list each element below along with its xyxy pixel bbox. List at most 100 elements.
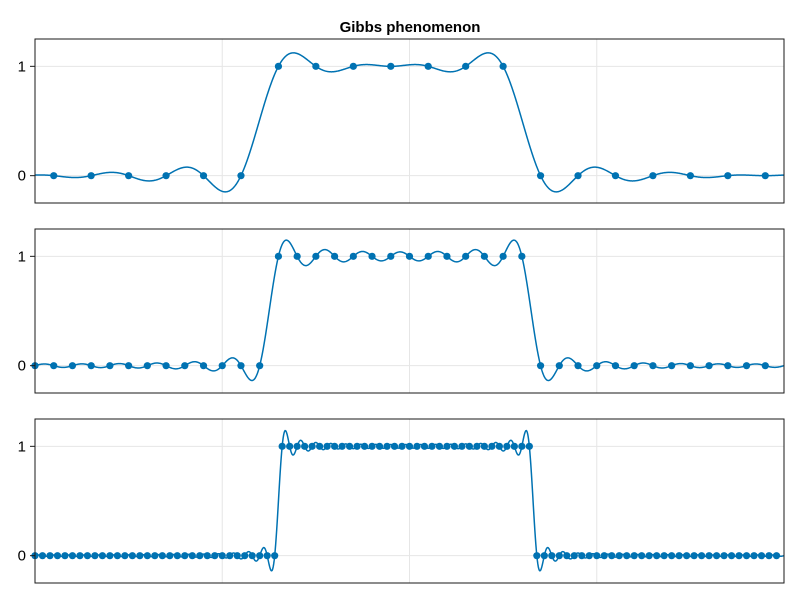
sample-point bbox=[368, 252, 376, 260]
sample-point bbox=[548, 552, 556, 560]
sample-point bbox=[611, 362, 620, 370]
sample-point bbox=[360, 442, 369, 450]
sample-point bbox=[668, 362, 676, 370]
sample-point bbox=[271, 552, 279, 560]
sample-point bbox=[712, 552, 721, 560]
sample-point bbox=[203, 552, 211, 560]
sample-point bbox=[720, 552, 728, 560]
sample-point bbox=[199, 362, 208, 370]
sample-point bbox=[518, 442, 526, 450]
sample-point bbox=[383, 442, 391, 450]
sample-point bbox=[398, 442, 406, 450]
axes-frame bbox=[34, 228, 785, 394]
sample-point bbox=[424, 252, 432, 260]
subplot-1: 01 bbox=[18, 38, 785, 204]
sample-point bbox=[151, 552, 159, 560]
sample-point bbox=[50, 362, 58, 370]
sample-point bbox=[293, 442, 301, 450]
figure-title: Gibbs phenomenon bbox=[340, 19, 481, 36]
sample-point bbox=[428, 442, 436, 450]
sample-point bbox=[563, 552, 571, 560]
sample-point bbox=[162, 172, 170, 180]
sample-point bbox=[323, 442, 331, 450]
sample-point bbox=[611, 172, 620, 180]
sample-point bbox=[480, 252, 488, 260]
sample-point bbox=[705, 362, 713, 370]
sample-point bbox=[125, 362, 133, 370]
sample-point bbox=[316, 442, 324, 450]
sample-point bbox=[690, 552, 698, 560]
sample-point bbox=[536, 172, 545, 180]
sample-point bbox=[443, 442, 451, 450]
sample-point bbox=[368, 442, 376, 450]
sample-point bbox=[353, 442, 361, 450]
sample-point bbox=[286, 442, 294, 450]
sample-point bbox=[473, 442, 481, 450]
sample-point bbox=[757, 552, 766, 560]
sample-point bbox=[301, 442, 309, 450]
sample-point bbox=[218, 552, 226, 560]
sample-point bbox=[211, 552, 219, 560]
sample-point bbox=[50, 172, 58, 180]
sample-point bbox=[668, 552, 676, 560]
sample-point bbox=[499, 252, 507, 260]
y-tick-label: 0 bbox=[18, 168, 26, 185]
subplot-2: 01 bbox=[18, 228, 785, 394]
sample-point bbox=[61, 552, 69, 560]
sample-point bbox=[420, 442, 429, 450]
sample-point bbox=[503, 442, 511, 450]
sample-point bbox=[499, 62, 507, 70]
sample-point bbox=[649, 362, 657, 370]
sample-point bbox=[196, 552, 204, 560]
sample-point bbox=[660, 552, 668, 560]
sample-point bbox=[263, 552, 271, 560]
sample-point bbox=[312, 252, 320, 260]
sample-point bbox=[765, 552, 773, 560]
axes-frame bbox=[34, 38, 785, 204]
sample-point bbox=[349, 62, 357, 70]
sample-point bbox=[578, 552, 586, 560]
sample-point bbox=[162, 362, 170, 370]
sample-point bbox=[173, 552, 181, 560]
sample-point bbox=[98, 552, 107, 560]
sample-point bbox=[256, 362, 264, 370]
sample-point bbox=[46, 552, 54, 560]
sample-point bbox=[686, 362, 694, 370]
sample-point bbox=[585, 552, 593, 560]
sample-point bbox=[608, 552, 616, 560]
sample-point bbox=[458, 442, 466, 450]
sample-point bbox=[308, 442, 316, 450]
sample-point bbox=[750, 552, 758, 560]
sample-point bbox=[312, 62, 320, 70]
sample-point bbox=[518, 252, 526, 260]
sample-point bbox=[413, 442, 421, 450]
sample-point bbox=[653, 552, 661, 560]
sample-point bbox=[555, 362, 563, 370]
sample-point bbox=[218, 362, 226, 370]
sample-point bbox=[570, 552, 578, 560]
sample-point bbox=[53, 552, 62, 560]
sample-point bbox=[199, 172, 208, 180]
sample-point bbox=[256, 552, 264, 560]
sample-point bbox=[615, 552, 623, 560]
sample-point bbox=[248, 552, 256, 560]
y-tick-label: 0 bbox=[18, 358, 26, 375]
sample-point bbox=[462, 62, 470, 70]
sample-point bbox=[574, 172, 582, 180]
sample-point bbox=[87, 362, 95, 370]
sample-point bbox=[480, 442, 488, 450]
sample-point bbox=[630, 362, 638, 370]
sample-point bbox=[761, 362, 769, 370]
sample-point bbox=[83, 552, 92, 560]
sample-point bbox=[772, 552, 781, 560]
sample-point bbox=[278, 442, 286, 450]
sample-point bbox=[686, 172, 694, 180]
sample-point bbox=[331, 252, 339, 260]
sample-point bbox=[91, 552, 99, 560]
sample-point bbox=[68, 552, 77, 560]
sample-point bbox=[593, 362, 601, 370]
sample-point bbox=[233, 552, 241, 560]
sample-point bbox=[638, 552, 646, 560]
sample-point bbox=[38, 552, 47, 560]
